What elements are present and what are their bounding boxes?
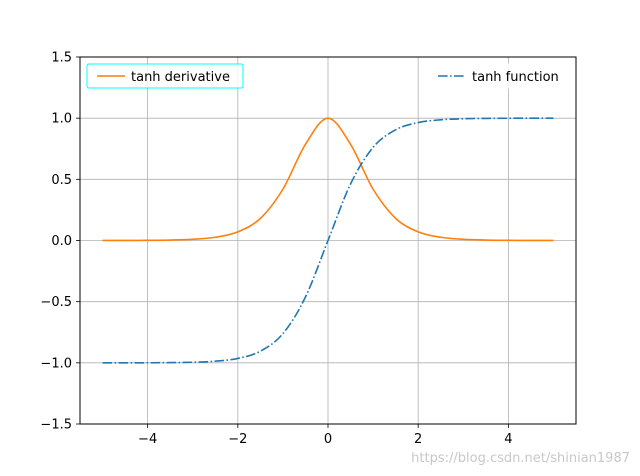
legend-box (427, 63, 569, 89)
legend-layer: tanh derivative tanh function (86, 63, 569, 89)
y-tick-label: 0.0 (51, 234, 72, 249)
series-line-1 (102, 117, 554, 364)
legend-label: tanh derivative (131, 70, 230, 85)
legend-0: tanh derivative (86, 63, 244, 89)
y-tick-label: −1.5 (40, 418, 72, 433)
series-layer (102, 117, 554, 364)
y-tick-label: 0.5 (51, 173, 72, 188)
y-tick-label: −1.0 (40, 356, 72, 371)
y-tick-label: −0.5 (40, 295, 72, 310)
legend-box (86, 63, 244, 89)
x-tick-label: 2 (414, 432, 422, 447)
watermark-text: https://blog.csdn.net/shinian1987 (411, 451, 630, 466)
tick-layer: −4 −2 0 2 4 −1.5 −1.0 −0.5 0.0 0.5 1.0 1.5 (40, 51, 512, 448)
series-line-0 (102, 117, 554, 242)
x-tick-label: −4 (138, 432, 157, 447)
y-tick-label: 1.0 (51, 112, 72, 127)
x-tick-label: 0 (324, 432, 332, 447)
x-tick-label: 4 (504, 432, 512, 447)
x-tick-label: −2 (228, 432, 247, 447)
legend-label: tanh function (472, 70, 559, 85)
legend-1: tanh function (427, 63, 569, 89)
y-tick-label: 1.5 (51, 51, 72, 66)
